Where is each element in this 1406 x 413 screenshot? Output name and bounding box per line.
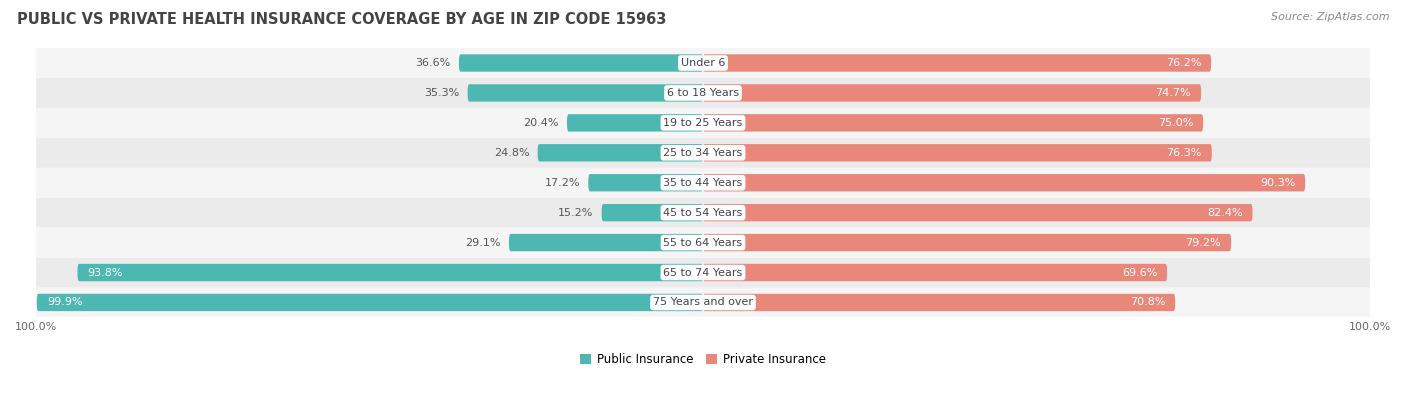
Text: Source: ZipAtlas.com: Source: ZipAtlas.com (1271, 12, 1389, 22)
FancyBboxPatch shape (37, 48, 1369, 78)
FancyBboxPatch shape (703, 144, 1212, 161)
FancyBboxPatch shape (703, 84, 1201, 102)
FancyBboxPatch shape (37, 258, 1369, 287)
Text: 76.2%: 76.2% (1166, 58, 1201, 68)
Text: 79.2%: 79.2% (1185, 237, 1222, 247)
FancyBboxPatch shape (703, 174, 1305, 191)
Text: 82.4%: 82.4% (1206, 208, 1243, 218)
FancyBboxPatch shape (37, 138, 1369, 168)
FancyBboxPatch shape (703, 264, 1167, 281)
Text: 70.8%: 70.8% (1129, 297, 1166, 307)
Text: 76.3%: 76.3% (1167, 148, 1202, 158)
FancyBboxPatch shape (567, 114, 703, 132)
Text: 74.7%: 74.7% (1156, 88, 1191, 98)
Text: 15.2%: 15.2% (558, 208, 593, 218)
Text: 35.3%: 35.3% (425, 88, 460, 98)
Text: 35 to 44 Years: 35 to 44 Years (664, 178, 742, 188)
FancyBboxPatch shape (468, 84, 703, 102)
Text: 36.6%: 36.6% (416, 58, 451, 68)
Text: 24.8%: 24.8% (494, 148, 530, 158)
Text: 55 to 64 Years: 55 to 64 Years (664, 237, 742, 247)
FancyBboxPatch shape (588, 174, 703, 191)
Text: 25 to 34 Years: 25 to 34 Years (664, 148, 742, 158)
FancyBboxPatch shape (703, 204, 1253, 221)
FancyBboxPatch shape (602, 204, 703, 221)
FancyBboxPatch shape (37, 168, 1369, 198)
FancyBboxPatch shape (703, 114, 1204, 132)
Text: 65 to 74 Years: 65 to 74 Years (664, 268, 742, 278)
FancyBboxPatch shape (37, 108, 1369, 138)
Text: 75.0%: 75.0% (1157, 118, 1194, 128)
FancyBboxPatch shape (703, 234, 1232, 251)
FancyBboxPatch shape (703, 294, 1175, 311)
Text: 75 Years and over: 75 Years and over (652, 297, 754, 307)
FancyBboxPatch shape (37, 198, 1369, 228)
Text: 99.9%: 99.9% (46, 297, 83, 307)
FancyBboxPatch shape (77, 264, 703, 281)
FancyBboxPatch shape (37, 294, 703, 311)
Text: 45 to 54 Years: 45 to 54 Years (664, 208, 742, 218)
FancyBboxPatch shape (537, 144, 703, 161)
Text: 93.8%: 93.8% (87, 268, 122, 278)
Text: 17.2%: 17.2% (544, 178, 581, 188)
Text: 6 to 18 Years: 6 to 18 Years (666, 88, 740, 98)
Legend: Public Insurance, Private Insurance: Public Insurance, Private Insurance (575, 348, 831, 371)
FancyBboxPatch shape (458, 55, 703, 72)
Text: Under 6: Under 6 (681, 58, 725, 68)
Text: 19 to 25 Years: 19 to 25 Years (664, 118, 742, 128)
FancyBboxPatch shape (37, 78, 1369, 108)
Text: 90.3%: 90.3% (1260, 178, 1295, 188)
FancyBboxPatch shape (37, 287, 1369, 318)
Text: 20.4%: 20.4% (523, 118, 560, 128)
Text: PUBLIC VS PRIVATE HEALTH INSURANCE COVERAGE BY AGE IN ZIP CODE 15963: PUBLIC VS PRIVATE HEALTH INSURANCE COVER… (17, 12, 666, 27)
FancyBboxPatch shape (37, 228, 1369, 258)
Text: 69.6%: 69.6% (1122, 268, 1157, 278)
FancyBboxPatch shape (509, 234, 703, 251)
Text: 29.1%: 29.1% (465, 237, 501, 247)
FancyBboxPatch shape (703, 55, 1211, 72)
